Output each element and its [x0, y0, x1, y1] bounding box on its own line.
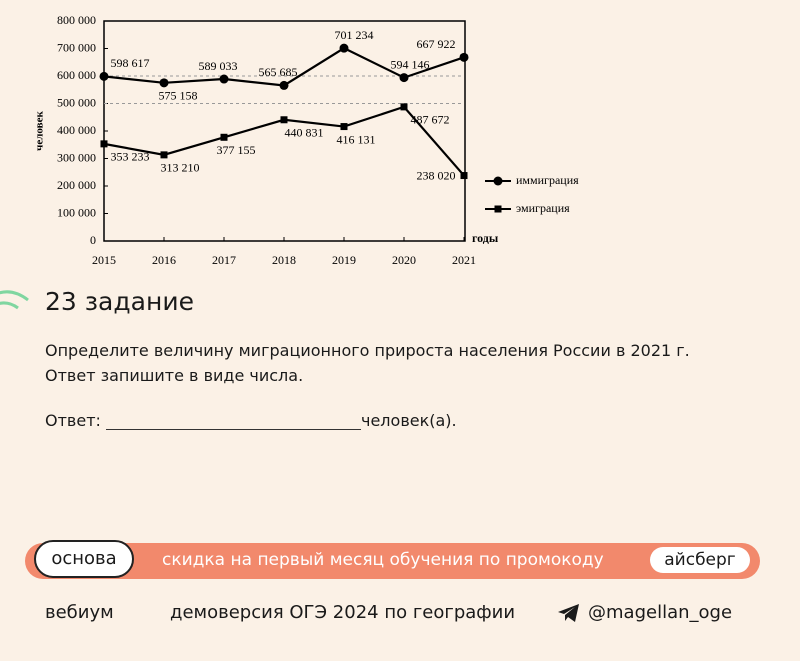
y-tick-label: 600 000: [57, 68, 96, 82]
legend-marker: [493, 176, 503, 186]
point: [279, 80, 289, 90]
point: [160, 151, 168, 159]
data-label: 598 617: [111, 56, 150, 70]
footer-caption: демоверсия ОГЭ 2024 по географии: [170, 602, 516, 623]
x-tick-label: 2020: [392, 253, 416, 267]
data-label: 594 146: [391, 57, 430, 71]
y-axis-label: человек: [34, 111, 46, 151]
y-tick-label: 200 000: [57, 178, 96, 192]
point: [280, 116, 288, 124]
point: [400, 103, 408, 111]
point: [220, 133, 228, 141]
footer-brand: вебиум: [45, 602, 114, 623]
y-tick-label: 300 000: [57, 150, 96, 164]
data-label: 565 685: [259, 65, 298, 79]
y-tick-label: 800 000: [57, 13, 96, 27]
data-label: 353 233: [111, 150, 150, 164]
y-tick-label: 700 000: [57, 40, 96, 54]
question-line: Определите величину миграционного прирос…: [45, 341, 690, 360]
data-label: 416 131: [337, 132, 376, 146]
point: [339, 43, 349, 53]
promo-banner: [25, 543, 760, 579]
point: [219, 74, 229, 84]
point: [100, 140, 108, 148]
decor: [0, 301, 19, 310]
answer-suffix: человек(а).: [361, 411, 457, 430]
data-label: 313 210: [161, 161, 200, 175]
y-tick-label: 400 000: [57, 123, 96, 137]
data-label: 701 234: [335, 28, 374, 42]
x-tick-label: 2021: [452, 253, 476, 267]
answer-blank: [106, 413, 361, 430]
point: [99, 71, 109, 81]
point: [459, 52, 469, 62]
point: [460, 172, 468, 180]
footer-channel: @magellan_oge: [588, 602, 733, 623]
point: [399, 73, 409, 83]
data-label: 487 672: [411, 113, 450, 127]
question-line: Ответ запишите в виде числа.: [45, 366, 304, 385]
x-tick-label: 2017: [212, 253, 236, 267]
promo-badge: основа: [34, 540, 134, 578]
point: [159, 78, 169, 88]
data-label: 238 020: [417, 168, 456, 182]
y-tick-label: 100 000: [57, 205, 96, 219]
answer-line: Ответ: человек(а).: [45, 411, 457, 430]
point: [340, 123, 348, 131]
legend-label: иммиграция: [516, 173, 579, 187]
data-label: 440 831: [285, 126, 324, 140]
x-axis-label: годы: [472, 231, 499, 245]
legend-marker: [494, 205, 502, 213]
data-label: 589 033: [199, 59, 238, 73]
answer-prefix: Ответ:: [45, 411, 101, 430]
y-tick-label: 0: [90, 233, 96, 247]
x-tick-label: 2015: [92, 253, 116, 267]
x-tick-label: 2018: [272, 253, 296, 267]
decor: [0, 290, 29, 302]
promo-code: айсберг: [650, 547, 750, 573]
data-label: 377 155: [217, 143, 256, 157]
x-tick-label: 2016: [152, 253, 176, 267]
telegram-icon: [558, 604, 579, 622]
promo-text: скидка на первый месяц обучения по промо…: [162, 550, 604, 570]
legend-label: эмиграция: [516, 201, 570, 215]
task-title: 23 задание: [45, 287, 194, 316]
data-label: 575 158: [159, 89, 198, 103]
x-tick-label: 2019: [332, 253, 356, 267]
data-label: 667 922: [417, 37, 456, 51]
y-tick-label: 500 000: [57, 95, 96, 109]
